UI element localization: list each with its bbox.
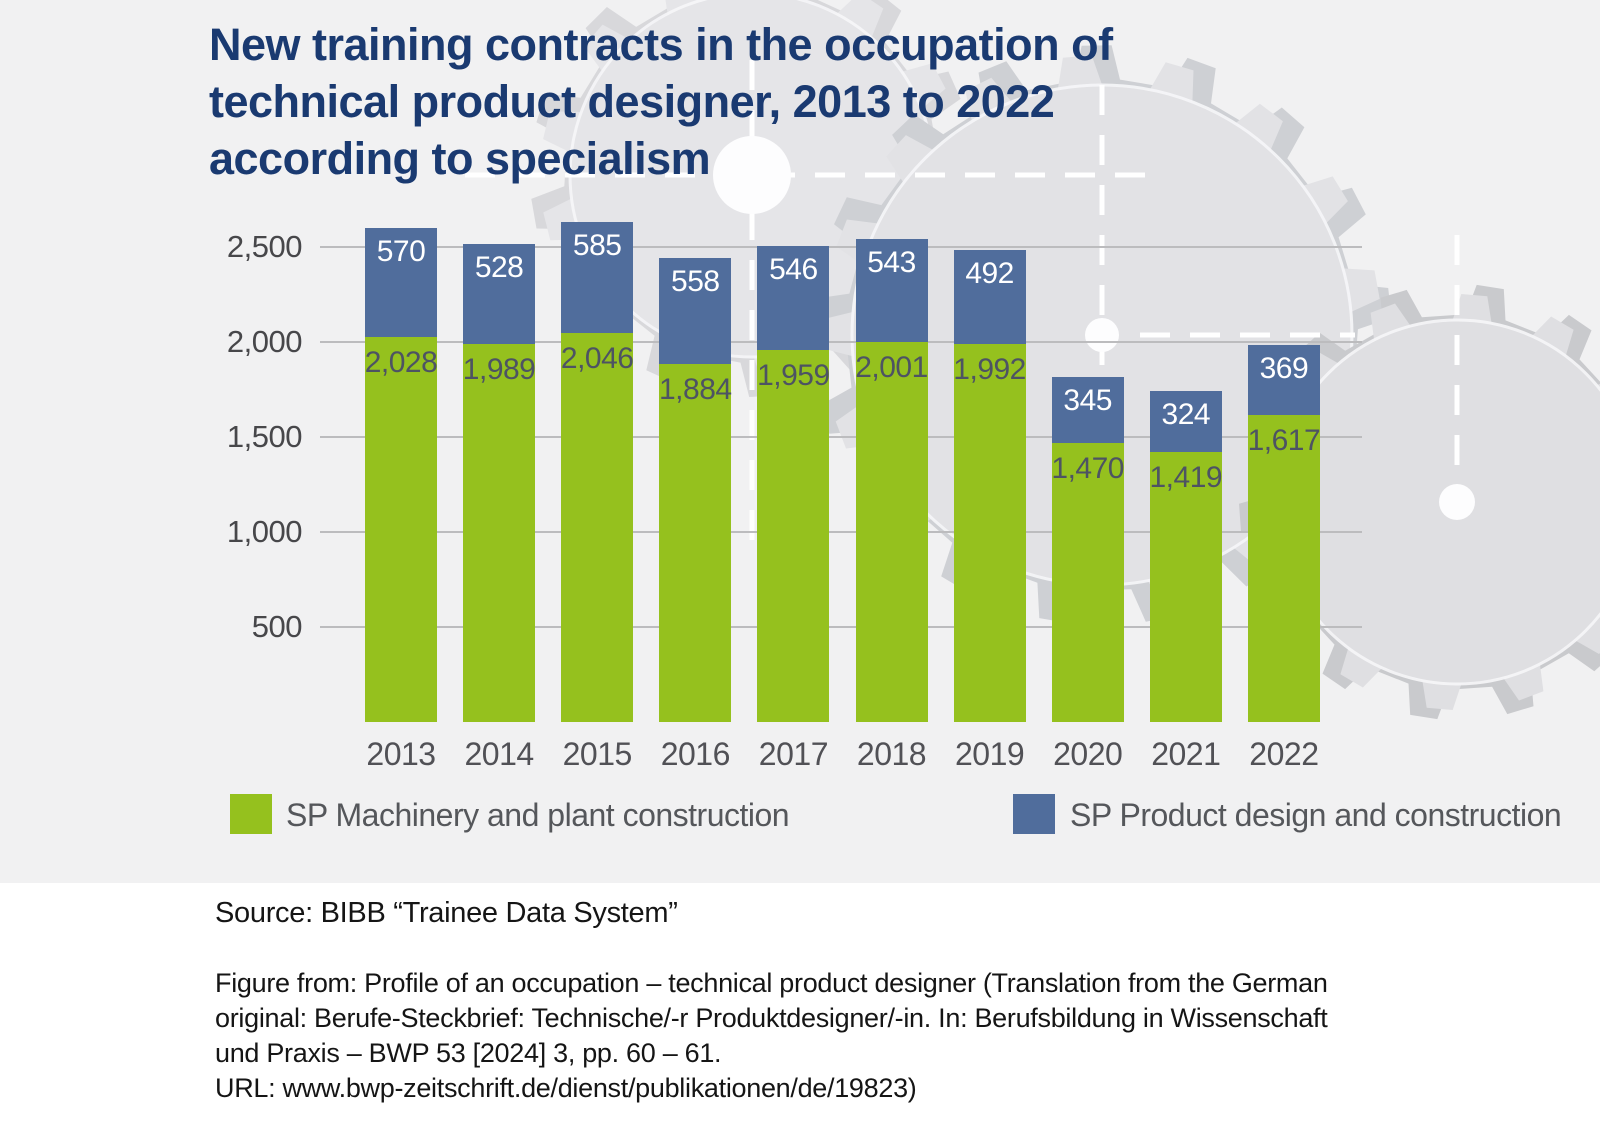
bar-segment-machinery — [659, 364, 732, 722]
gridline — [320, 436, 1362, 438]
bar-chart: 500 1,000 1,500 2,000 2,500 570 2,028 2013 528 1,… — [226, 222, 1362, 772]
bar-segment-machinery — [365, 336, 437, 722]
legend-label-product-design: SP Product design and construction — [1070, 797, 1562, 833]
value-label-machinery: 2,001 — [855, 350, 928, 384]
value-label-product-design: 492 — [965, 257, 1014, 291]
source-text: Source: BIBB “Trainee Data System” — [215, 897, 678, 929]
x-axis-tick-label: 2018 — [856, 736, 927, 772]
legend-swatch-product-design — [1013, 794, 1055, 834]
bar-segment-product-design — [953, 250, 1026, 344]
figure-reference-line1: Figure from: Profile of an occupation – … — [215, 968, 1328, 998]
x-axis-tick-label: 2021 — [1151, 736, 1221, 772]
chart-title: New training contracts in the occupation… — [209, 16, 1113, 187]
value-label-machinery: 2,028 — [364, 345, 438, 379]
gear-hub — [1439, 484, 1475, 520]
value-label-product-design: 324 — [1161, 397, 1211, 431]
bar-segment-product-design — [561, 222, 634, 334]
chart-title-line2: technical product designer, 2013 to 2022 — [209, 76, 1055, 127]
bar-segment-machinery — [561, 333, 634, 722]
gear-icon — [1249, 294, 1600, 710]
value-label-machinery: 1,959 — [757, 358, 830, 392]
bar-segment-product-design — [659, 258, 732, 365]
x-axis-tick-label: 2017 — [758, 736, 829, 772]
y-axis-tick-label: 2,000 — [226, 324, 303, 359]
chart-title-line1: New training contracts in the occupation… — [209, 19, 1113, 70]
y-axis-tick-label: 1,000 — [226, 514, 303, 549]
figure-reference: Figure from: Profile of an occupation – … — [215, 966, 1328, 1106]
y-axis-tick-label: 1,500 — [226, 419, 303, 454]
x-axis-tick-label: 2013 — [366, 736, 436, 772]
gear-hub — [713, 136, 791, 214]
value-label-machinery: 1,884 — [659, 373, 732, 407]
legend-swatch-machinery — [230, 794, 272, 834]
bar-segment-machinery — [1051, 442, 1124, 722]
value-label-product-design: 528 — [474, 250, 524, 284]
chart-legend: SP Machinery and plant construction SP P… — [0, 794, 1600, 834]
x-axis-tick-label: 2016 — [660, 736, 731, 772]
bar-segment-product-design — [1051, 377, 1124, 443]
x-axis-tick-label: 2019 — [955, 736, 1025, 772]
chart-title-line3: according to specialism — [209, 133, 711, 184]
bar-segment-machinery — [757, 349, 830, 722]
x-axis-tick-label: 2022 — [1249, 736, 1319, 772]
x-axis-tick-label: 2015 — [562, 736, 633, 772]
legend-label-machinery: SP Machinery and plant construction — [286, 797, 790, 833]
value-label-machinery: 1,989 — [462, 353, 536, 387]
figure-reference-line3: und Praxis – BWP 53 [2024] 3, pp. 60 – 6… — [215, 1038, 722, 1068]
bar-segment-product-design — [463, 243, 536, 345]
figure-reference-line4: URL: www.bwp-zeitschrift.de/dienst/publi… — [215, 1073, 917, 1103]
bar-segment-product-design — [757, 246, 830, 350]
bar-segment-product-design — [855, 238, 928, 342]
chart-panel: New training contracts in the occupation… — [0, 0, 1600, 883]
value-label-product-design: 543 — [867, 245, 916, 279]
gridline — [320, 531, 1362, 533]
bar-segment-product-design — [1247, 344, 1320, 415]
bar-segment-machinery — [855, 341, 928, 722]
gridline — [320, 341, 1362, 343]
value-label-product-design: 546 — [769, 253, 818, 287]
gridline — [320, 626, 1362, 628]
gridline — [320, 246, 1362, 248]
source-block: Source: BIBB “Trainee Data System” Figur… — [0, 883, 1600, 1125]
figure-reference-line2: original: Berufe-Steckbrief: Technische/… — [215, 1003, 1328, 1033]
value-label-machinery: 1,617 — [1247, 423, 1321, 457]
y-axis-tick-label: 500 — [251, 609, 303, 644]
gear-hub — [1085, 318, 1119, 352]
y-axis-tick-label: 2,500 — [226, 229, 303, 264]
value-label-product-design: 570 — [376, 235, 426, 269]
value-label-machinery: 1,419 — [1149, 461, 1223, 495]
value-label-product-design: 558 — [671, 265, 720, 299]
value-label-machinery: 2,046 — [560, 342, 634, 376]
value-label-product-design: 345 — [1063, 384, 1112, 418]
value-label-machinery: 1,992 — [953, 352, 1026, 386]
value-label-machinery: 1,470 — [1051, 451, 1124, 485]
value-label-product-design: 369 — [1259, 351, 1309, 385]
bar-segment-machinery — [953, 343, 1026, 722]
bar-segment-machinery — [463, 344, 536, 722]
bar-segment-product-design — [365, 228, 437, 337]
bar-segment-product-design — [1149, 390, 1222, 453]
x-axis-tick-label: 2014 — [464, 736, 535, 772]
bar-segment-machinery — [1247, 414, 1320, 722]
x-axis-tick-label: 2020 — [1053, 736, 1123, 772]
bar-segment-machinery — [1149, 452, 1222, 722]
value-label-product-design: 585 — [572, 229, 622, 263]
